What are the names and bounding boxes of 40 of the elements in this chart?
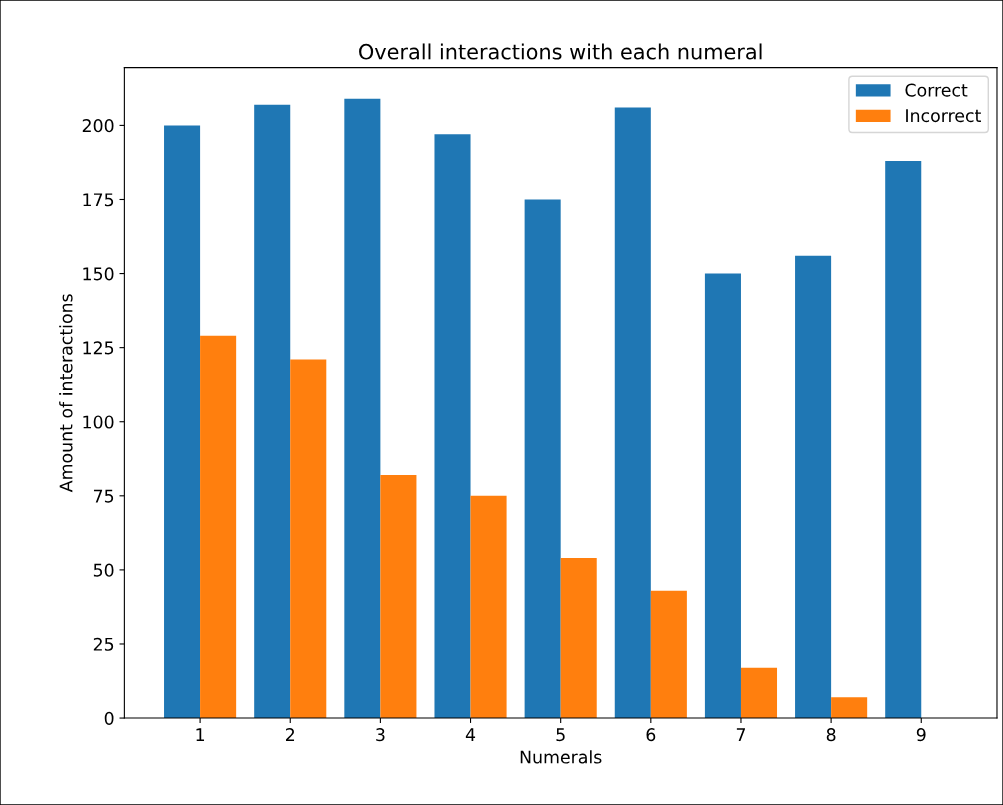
x-tick-label: 7 bbox=[736, 728, 746, 741]
bar bbox=[885, 160, 922, 719]
bar bbox=[560, 558, 597, 719]
x-tick-label: 5 bbox=[556, 728, 565, 742]
y-tick-label: 200 bbox=[82, 119, 114, 133]
bar bbox=[200, 335, 237, 719]
x-axis-title: Numerals bbox=[520, 750, 602, 764]
bar bbox=[704, 273, 741, 719]
bar bbox=[524, 199, 561, 719]
y-tick-label: 50 bbox=[93, 563, 114, 577]
x-tick-label: 1 bbox=[196, 728, 205, 741]
bar bbox=[795, 255, 832, 719]
y-tick-label: 0 bbox=[104, 711, 114, 725]
bar bbox=[164, 125, 201, 719]
bar bbox=[740, 667, 778, 719]
y-tick-label: 100 bbox=[83, 415, 114, 429]
bar bbox=[614, 107, 651, 719]
y-tick-label: 125 bbox=[83, 341, 114, 355]
x-tick-label: 3 bbox=[376, 728, 385, 742]
bar bbox=[290, 359, 327, 719]
x-tick-label: 4 bbox=[465, 728, 476, 741]
y-tick-label: 175 bbox=[83, 193, 114, 207]
bar bbox=[380, 475, 417, 719]
y-tick-label: 75 bbox=[93, 489, 114, 503]
bar bbox=[831, 697, 868, 719]
x-tick-label: 6 bbox=[646, 728, 656, 742]
x-tick-label: 8 bbox=[826, 728, 836, 742]
y-axis-title: Amount of interactions bbox=[59, 294, 73, 493]
x-tick-label: 2 bbox=[285, 728, 295, 741]
bar bbox=[470, 495, 507, 719]
legend-label: Correct bbox=[905, 83, 968, 97]
chart-title: Overall interactions with each numeral bbox=[359, 43, 762, 60]
x-tick-label: 9 bbox=[916, 728, 926, 742]
bar bbox=[344, 98, 381, 719]
bar bbox=[434, 134, 471, 719]
legend-label: Incorrect bbox=[906, 109, 981, 123]
bar bbox=[254, 104, 291, 719]
y-tick-label: 25 bbox=[93, 637, 114, 651]
y-tick-label: 150 bbox=[83, 267, 114, 281]
bar bbox=[650, 590, 687, 719]
